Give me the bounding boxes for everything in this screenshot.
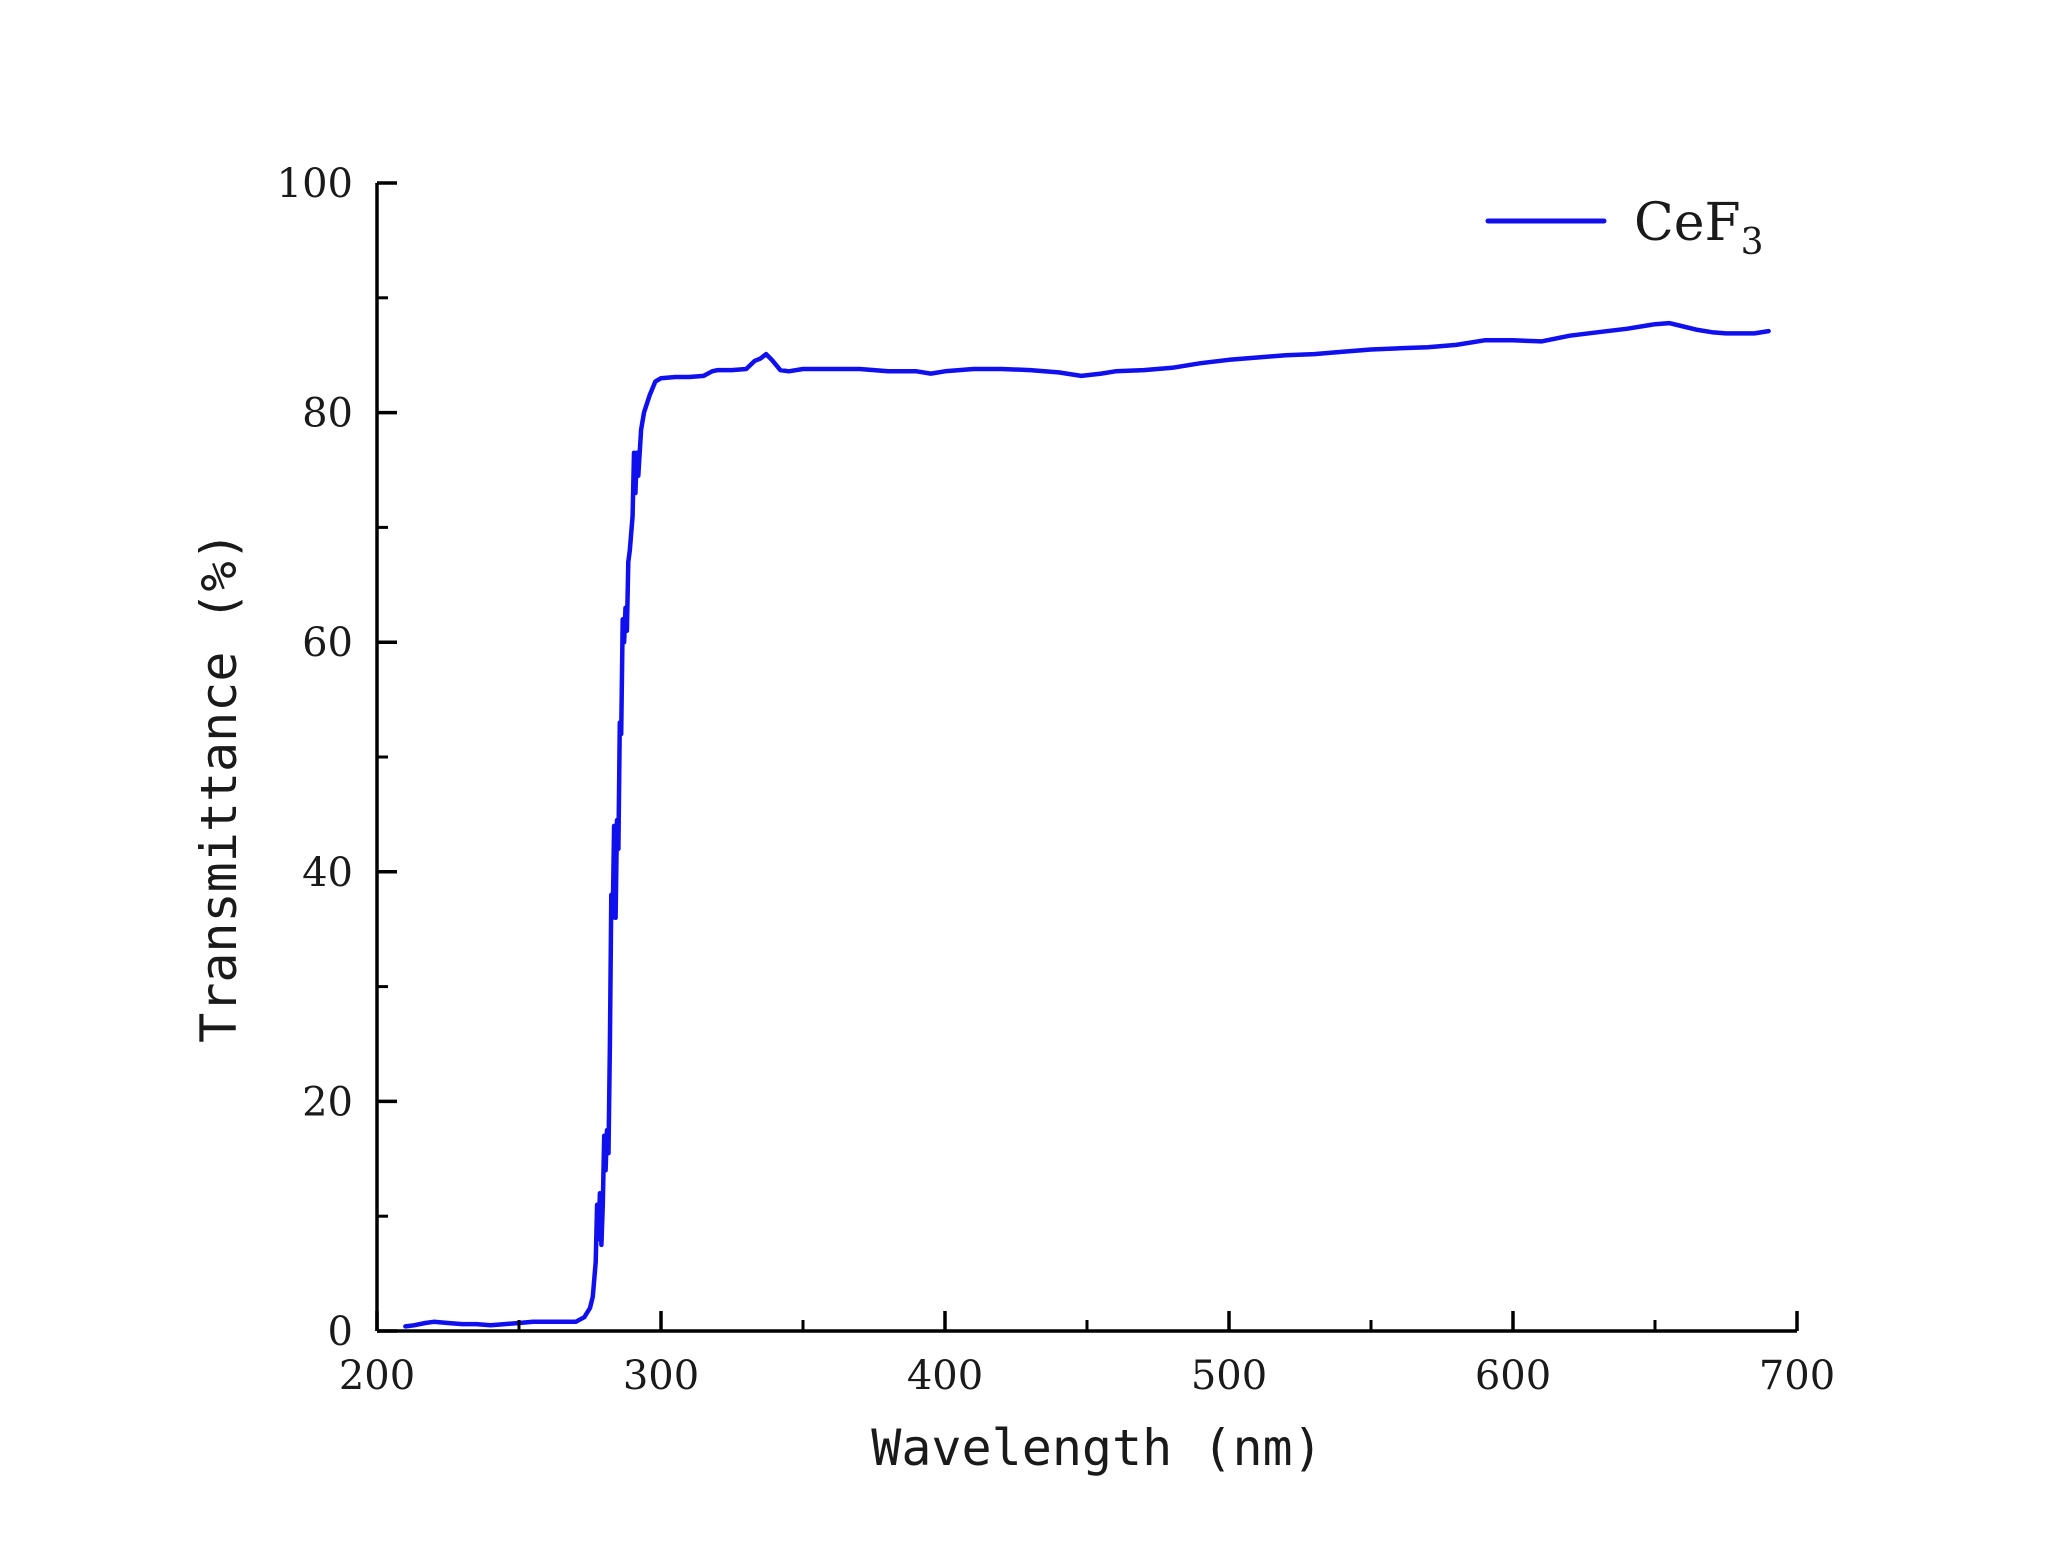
legend-label-subscript: 3 [1741,222,1764,263]
x-axis-title: Wavelength (nm) [871,1419,1323,1477]
axis-ticks: 200 300 400 500 600 700 0 20 40 60 80 100 [277,161,1836,1399]
x-tick-label-300: 300 [623,1353,699,1399]
y-tick-label-100: 100 [277,161,353,207]
axes [375,183,1797,1333]
series-line-0 [403,320,1771,1329]
x-tick-label-500: 500 [1191,1353,1267,1399]
y-tick-label-20: 20 [302,1079,353,1125]
y-tick-label-0: 0 [328,1309,353,1355]
x-tick-label-600: 600 [1475,1353,1551,1399]
x-tick-label-400: 400 [907,1353,983,1399]
x-tick-label-200: 200 [339,1353,415,1399]
legend-label-cef3: CeF3 [1634,193,1764,263]
y-tick-label-80: 80 [302,391,353,437]
legend-label-main: CeF [1634,193,1741,253]
y-tick-label-40: 40 [302,850,353,896]
x-tick-label-700: 700 [1759,1353,1835,1399]
legend: CeF3 [1485,193,1764,263]
y-tick-label-60: 60 [302,620,353,666]
y-axis-title: Transmittance (%) [190,531,248,1043]
plot-area [403,320,1771,1329]
